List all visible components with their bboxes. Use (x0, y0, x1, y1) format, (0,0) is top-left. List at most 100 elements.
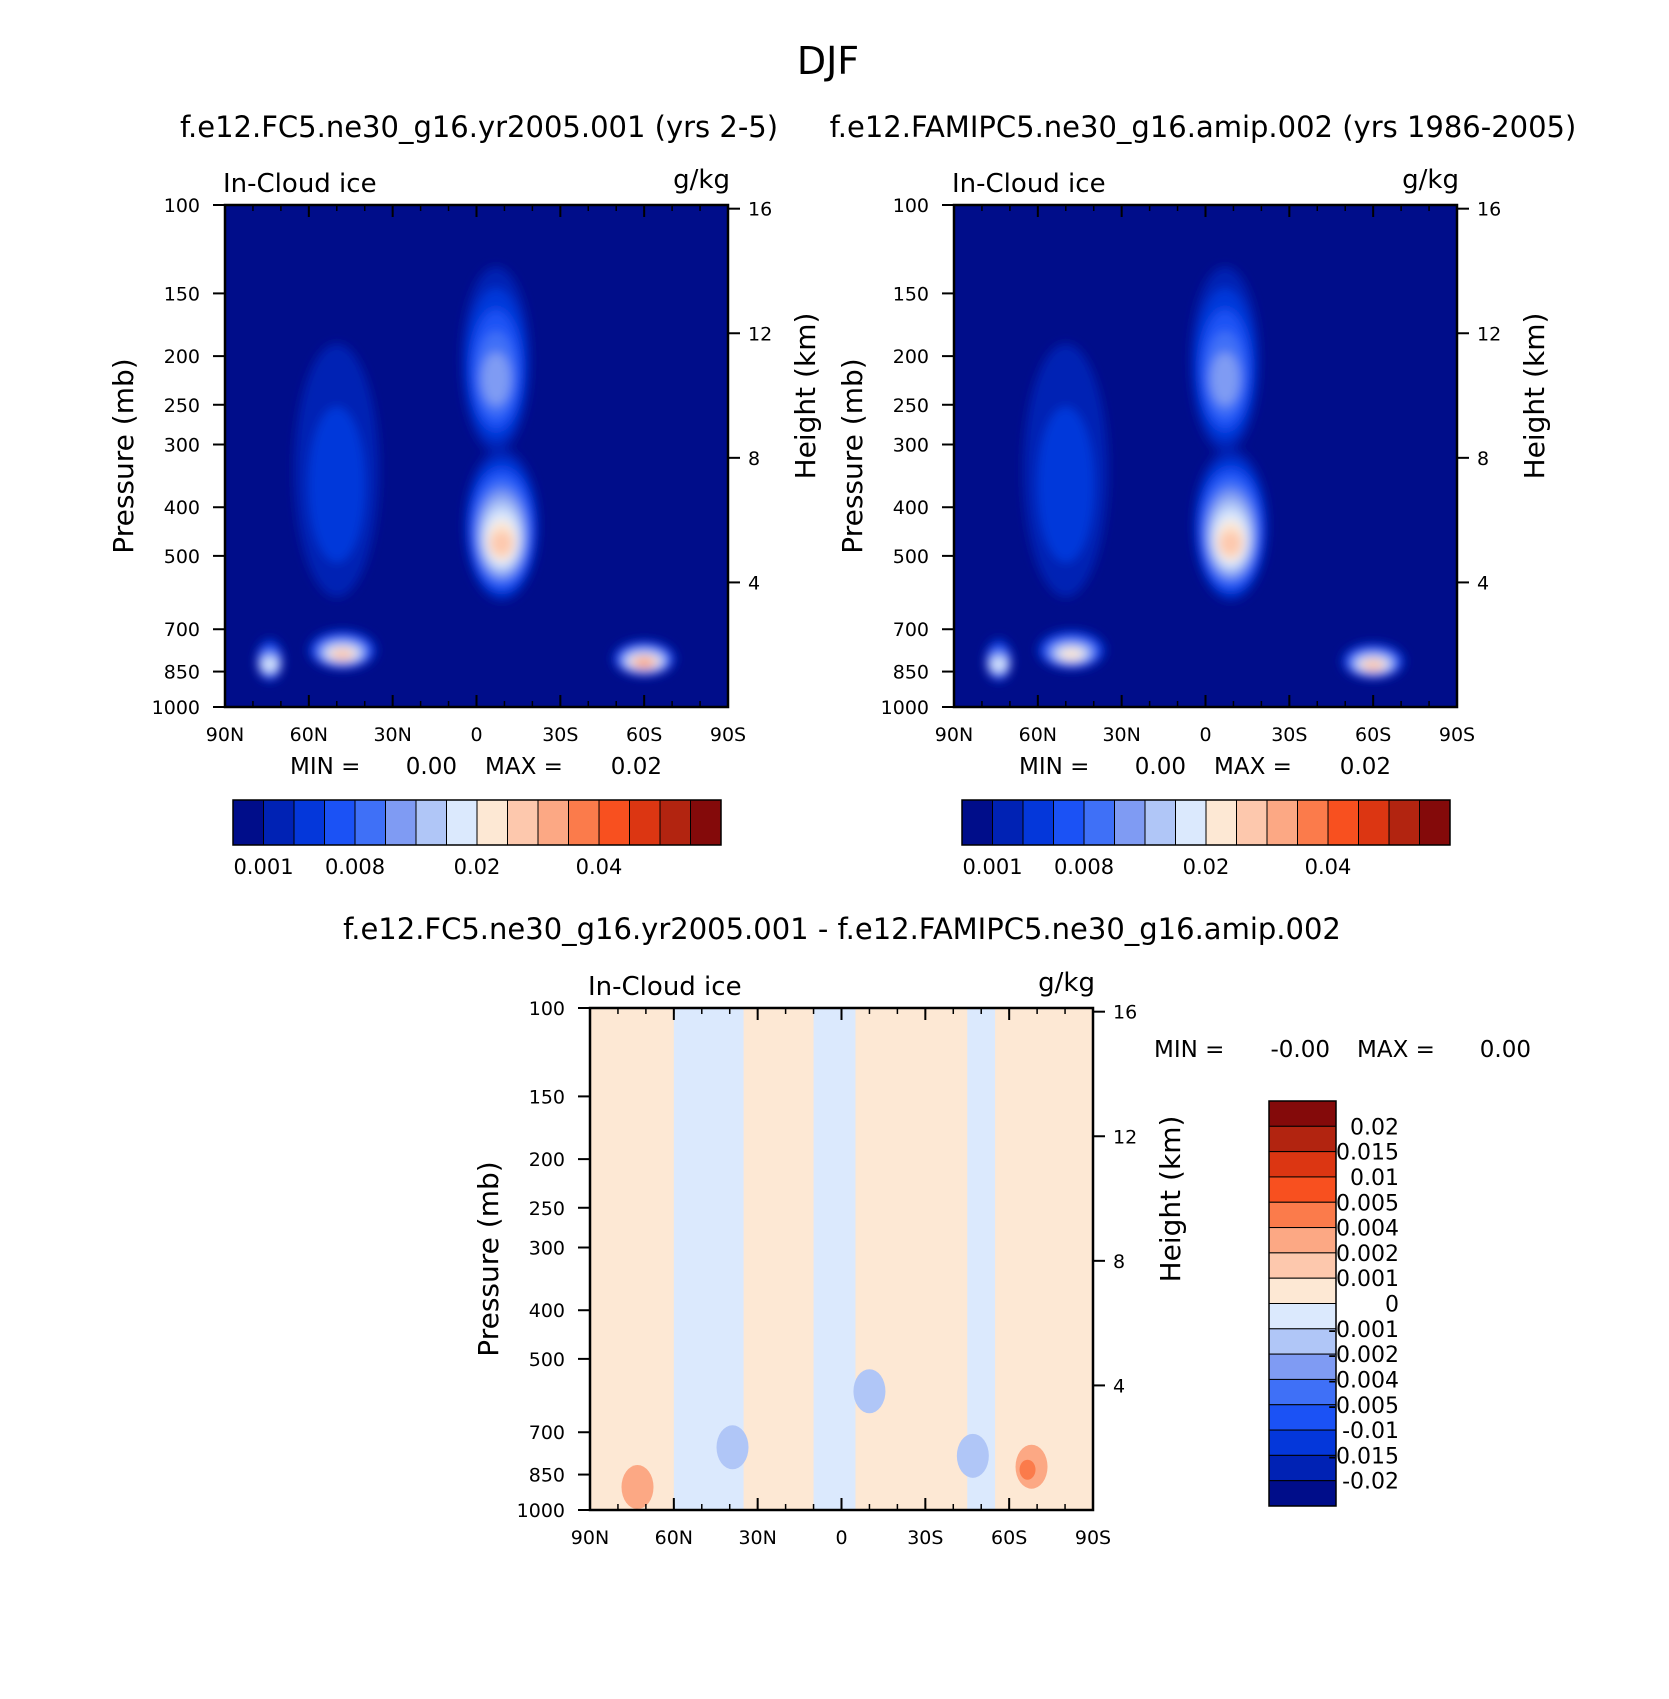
colorbar-box (961, 799, 993, 846)
colorbar-box (476, 799, 508, 846)
panel-difference: f.e12.FC5.ne30_g16.yr2005.001 - f.e12.FA… (343, 912, 1531, 1549)
y-right-tick-label: 8 (748, 448, 760, 470)
x-tick-label: 90N (571, 1527, 609, 1549)
colorbar-box (446, 799, 478, 846)
colorbar-label: 0.002 (1336, 1242, 1399, 1267)
diff-region (590, 1008, 674, 1510)
max-label: MAX = (1357, 1037, 1435, 1063)
x-tick-label: 30N (373, 724, 411, 746)
max-label: MAX = (485, 754, 563, 780)
x-tick-label: 90N (935, 724, 973, 746)
y-axis-right-label: Height (km) (1518, 313, 1551, 480)
colorbar-label: 0 (1385, 1293, 1399, 1318)
diff-region (813, 1008, 856, 1510)
colorbar-box (1268, 1480, 1337, 1507)
colorbar-box (1268, 1227, 1337, 1254)
colorbar-box (1268, 1404, 1337, 1431)
y-tick-label: 700 (529, 1422, 565, 1444)
colorbar-box (1205, 799, 1237, 846)
colorbar-box (659, 799, 691, 846)
colorbar-box (1114, 799, 1146, 846)
colorbar-frame (232, 799, 722, 846)
colorbar-box (354, 799, 386, 846)
colorbar-box (507, 799, 539, 846)
panel-title: f.e12.FC5.ne30_g16.yr2005.001 (yrs 2-5) (180, 110, 778, 144)
colorbar-box (598, 799, 630, 846)
colorbar-box (263, 799, 295, 846)
min-value: 0.00 (406, 754, 457, 780)
field-layers (984, 266, 1406, 682)
colorbar-box (385, 799, 417, 846)
panel-title: f.e12.FAMIPC5.ne30_g16.amip.002 (yrs 198… (830, 110, 1577, 144)
variable-label: In-Cloud ice (588, 972, 742, 1002)
y-tick-label: 700 (164, 619, 200, 641)
x-tick-label: 30N (1102, 724, 1140, 746)
colorbar-box (1419, 799, 1451, 846)
y-tick-label: 100 (164, 195, 200, 217)
y-tick-label: 100 (529, 998, 565, 1020)
colorbar-box (1327, 799, 1359, 846)
panel-title: f.e12.FC5.ne30_g16.yr2005.001 - f.e12.FA… (343, 912, 1341, 946)
y-tick-label: 250 (893, 395, 929, 417)
x-tick-label: 30S (907, 1527, 943, 1549)
y-tick-label: 200 (164, 346, 200, 368)
y-right-tick-label: 12 (1113, 1126, 1137, 1148)
y-tick-label: 200 (529, 1149, 565, 1171)
x-tick-label: 30S (542, 724, 578, 746)
max-value: 0.02 (611, 754, 662, 780)
panel-model-run: f.e12.FC5.ne30_g16.yr2005.001 (yrs 2-5) 9… (107, 110, 822, 879)
colorbar-label: -0.02 (1342, 1470, 1399, 1495)
min-label: MIN = (290, 754, 360, 780)
colorbar-box (1236, 799, 1268, 846)
min-value: 0.00 (1135, 754, 1186, 780)
y-right-tick-label: 8 (1477, 448, 1489, 470)
x-tick-label: 30S (1271, 724, 1307, 746)
x-tick-label: 90S (710, 724, 746, 746)
contour-level (1219, 530, 1242, 556)
colorbar-box (1268, 1429, 1337, 1456)
diff-region (967, 1008, 996, 1510)
y-right-tick-label: 4 (1477, 572, 1489, 594)
y-tick-label: 200 (893, 346, 929, 368)
colorbar-label: 0.008 (325, 855, 385, 879)
colorbar-box (992, 799, 1024, 846)
contour-level (634, 656, 655, 669)
colorbar-label: 0.008 (1054, 855, 1114, 879)
colorbar-box (537, 799, 569, 846)
units-label: g/kg (1402, 165, 1459, 195)
y-tick-label: 150 (529, 1086, 565, 1108)
colorbar-label: 0.015 (1336, 1141, 1399, 1166)
colorbar-frame (961, 799, 1451, 846)
plot-area (590, 1008, 1093, 1510)
x-tick-label: 0 (835, 1527, 847, 1549)
min-value: -0.00 (1270, 1037, 1330, 1063)
diff-region (995, 1008, 1093, 1510)
diff-feature (956, 1433, 989, 1478)
y-tick-label: 300 (529, 1238, 565, 1260)
y-tick-label: 850 (893, 662, 929, 684)
colorbar-label: 0.004 (1336, 1217, 1399, 1242)
colorbar-box (1144, 799, 1176, 846)
y-tick-label: 850 (529, 1465, 565, 1487)
panel-amip-control: f.e12.FAMIPC5.ne30_g16.amip.002 (yrs 198… (830, 110, 1577, 879)
diff-region (743, 1008, 814, 1510)
units-label: g/kg (1038, 968, 1095, 998)
colorbar-box (1083, 799, 1115, 846)
x-tick-label: 0 (470, 724, 482, 746)
colorbar-box (324, 799, 356, 846)
diff-feature (621, 1465, 654, 1510)
colorbar-box (1268, 1201, 1337, 1229)
colorbar-frame (1268, 1100, 1337, 1507)
colorbar-label: -0.002 (1328, 1343, 1399, 1368)
y-tick-label: 1000 (517, 1500, 565, 1522)
y-tick-label: 400 (164, 497, 200, 519)
max-value: 0.00 (1480, 1037, 1531, 1063)
variable-label: In-Cloud ice (952, 169, 1106, 199)
colorbar-box (1268, 1328, 1337, 1355)
y-tick-label: 250 (529, 1198, 565, 1220)
colorbar-box (1297, 799, 1329, 846)
contour-level (991, 659, 1007, 672)
x-tick-label: 60N (290, 724, 328, 746)
contour-level (262, 659, 278, 672)
